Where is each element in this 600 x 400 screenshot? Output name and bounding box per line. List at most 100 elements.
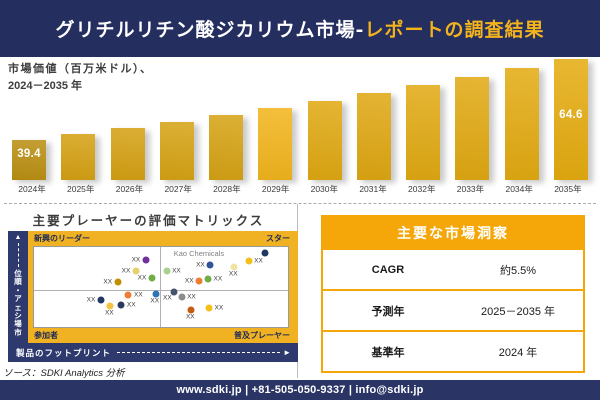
x-axis-tick-label: 2028年 [213,184,241,194]
matrix-point-label: XX [213,275,223,283]
matrix-point: XX [163,288,178,301]
matrix-point: XX [122,267,140,275]
matrix-point-dot [124,291,132,299]
matrix-title: 主要プレーヤーの評価マトリックス [32,214,265,228]
matrix-point-dot [261,249,269,257]
bar-chart-x-axis-labels: 2024年 2025年 2026年 2027年 2028年 2029年 2030年 2031年… [12,183,588,195]
matrix-point-dot [195,277,203,285]
matrix-point-dot [245,257,253,265]
matrix-point-label: XX [104,309,114,317]
matrix-point-dot [187,306,195,314]
matrix-point-dot [106,302,114,310]
matrix-point: XX [229,263,238,277]
quadrant-label-pervasive-players: 普及プレーヤー [234,331,290,340]
matrix-point: XX [196,261,214,269]
matrix-point-dot [117,301,125,309]
matrix-frame: 新興のリーダー スター Kao Chemicals XX XX XX XX XX XX XX… [28,231,298,343]
bar-2034年 [504,68,539,180]
matrix-point-dot [114,278,122,286]
insights-row: 基準年 2024 年 [322,330,584,372]
x-axis-tick-label: 2024年 [18,184,46,194]
insights-row-label: 予測年 [322,289,453,331]
x-axis-dashed-line [117,352,281,353]
insights-row: CAGR 約5.5% [322,248,584,290]
bar-2031年 [356,93,391,180]
matrix-point: XX [138,274,156,282]
insights-row-value: 2025－2035 年 [453,289,584,331]
bar-2028年 [209,115,244,180]
header-banner: グリチルリチン酸ジカリウム市場-レポートの調査結果 [0,0,600,57]
insights-table-body: CAGR 約5.5% 予測年 2025－2035 年基準年 2024 年 [322,248,584,372]
matrix-point: XX [105,302,114,316]
matrix-point-dot [132,267,140,275]
bar-2027年 [159,122,194,180]
insights-table: 主要な市場洞察 CAGR 約5.5% 予測年 2025－2035 年基準年 2024 年 [321,215,585,373]
bar-2030年 [307,101,342,180]
matrix-point-dot [142,256,150,264]
matrix-point-label: XX [214,304,224,312]
insights-table-title: 主要な市場洞察 [322,216,584,249]
matrix-point: XX [204,275,222,283]
matrix-plot-area: Kao Chemicals XX XX XX XX XX XX XX XX XX XX XX XX XX… [33,246,289,328]
matrix-point-dot [148,274,156,282]
y-axis-label: 位 順 ・ ア ェ シ 場 市 [14,269,22,337]
quadrant-label-stars: スター [266,234,290,243]
page-title-accent: レポートの調査結果 [364,19,545,41]
matrix-point: XX [185,277,203,285]
horizontal-dashed-divider [4,203,596,204]
x-axis-tick-label: 2034年 [505,184,533,194]
x-axis-tick-label: 2031年 [359,184,387,194]
x-axis-tick-label: 2033年 [456,184,485,194]
insights-row-value: 2024 年 [453,330,584,372]
matrix-point-label: XX [121,267,131,275]
page-title-main: グリチルリチン酸ジカリウム市場- [55,19,365,41]
quadrant-divider-horizontal [34,289,288,291]
bar-2035年: 64.6 [553,59,588,180]
matrix-point: XX [205,304,223,312]
matrix-point-label: XX [163,294,172,302]
matrix-point: XX [124,291,143,299]
source-note: ソース：SDKI Analytics 分析 [3,368,125,379]
market-value-bar-chart: 39.4 64.6 [12,57,588,180]
matrix-y-axis: ▲ 位 順 ・ ア ェ シ 場 市 [8,231,28,343]
x-axis-tick-label: 2032年 [408,184,436,194]
matrix-point-dot [97,296,105,304]
x-axis-tick-label: 2025年 [67,184,95,194]
bar-2026年 [110,128,145,180]
bar-2033年 [455,77,490,180]
chart-axis-title-line2: 2024－2035 年 [8,80,82,93]
matrix-point-label: XX [150,297,160,305]
matrix-point-dot [205,304,213,312]
footer-contact-bar: www.sdki.jp | +81-505-050-9337 | info@sd… [0,380,600,400]
bar-2024年: 39.4 [12,140,46,180]
arrow-up-icon: ▲ [14,234,22,241]
matrix-point-label: XX [254,257,263,265]
matrix-point: XX [132,256,150,264]
matrix-point: XX [163,267,181,275]
matrix-bottom-band: 参加者 普及プレーヤー [28,328,298,343]
matrix-point: XX [150,290,160,304]
chart-axis-title: 市場価値（百万米ドル）、 2024－2035 年 [8,61,153,95]
matrix-point-label: XX [228,270,238,278]
matrix-point-dot [206,261,214,269]
matrix-point [261,249,269,257]
matrix-x-axis: 製品のフットプリント ► [8,343,298,362]
matrix-point: XX [186,306,195,320]
matrix-point-label: XX [131,256,141,264]
x-axis-tick-label: 2029年 [261,184,290,194]
x-axis-tick-label: 2035年 [554,184,582,194]
quadrant-label-emerging-leaders: 新興のリーダー [34,234,90,243]
x-axis-tick-label: 2026年 [115,184,144,194]
insights-row-label: 基準年 [322,330,453,372]
y-axis-dashed-line [17,243,19,267]
matrix-point-label: XX [187,293,196,301]
bar-value-label: 64.6 [559,109,583,121]
matrix-point-label: XX [172,267,181,275]
bar-2025年 [61,134,96,180]
matrix-point-label: XX [184,277,194,285]
company-label: Kao Chemicals [173,249,225,259]
chart-axis-title-line1: 市場価値（百万米ドル）、 [8,63,153,75]
matrix-point-label: XX [196,261,205,269]
quadrant-divider-vertical [159,247,161,327]
